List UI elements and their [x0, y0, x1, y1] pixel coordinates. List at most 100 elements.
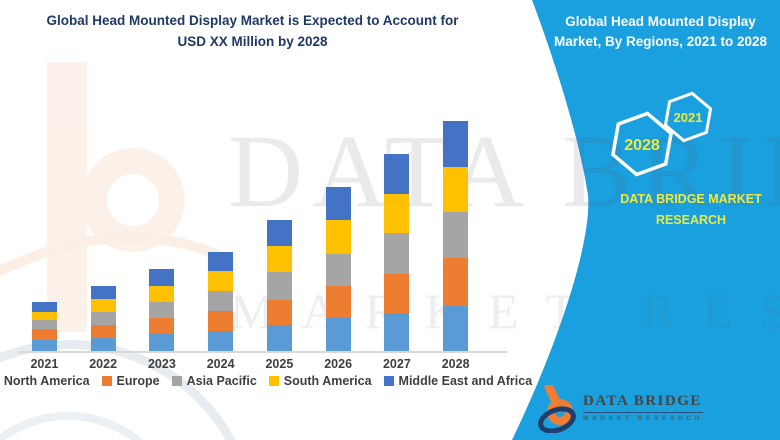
stacked-bar-2027: [384, 154, 410, 351]
logo-text: DATA BRIDGE MARKET RESEARCH: [583, 393, 704, 422]
bar-segment-asia-pacific-2024: [208, 291, 234, 311]
legend-item-south-america: South America: [268, 374, 372, 388]
data-bridge-logo: DATA BRIDGE MARKET RESEARCH: [538, 385, 704, 433]
logo-subtitle: MARKET RESEARCH: [583, 415, 704, 422]
x-axis-line: [18, 351, 507, 353]
brand-caption-line2: RESEARCH: [655, 212, 727, 227]
bar-segment-middle-east-and-africa-2027: [384, 154, 410, 194]
bar-segment-asia-pacific-2022: [90, 312, 116, 325]
legend-label: Europe: [116, 374, 160, 388]
bar-slot-2021: [15, 115, 74, 351]
legend-item-middle-east-and-africa: Middle East and Africa: [383, 374, 533, 388]
bar-slot-2026: [309, 115, 368, 351]
stacked-bar-2022: [90, 286, 116, 351]
bar-slot-2023: [133, 115, 192, 351]
bar-slot-2025: [250, 115, 309, 351]
bar-segment-europe-2024: [208, 311, 234, 331]
bar-segment-middle-east-and-africa-2024: [208, 252, 234, 271]
bar-segment-asia-pacific-2026: [325, 254, 351, 286]
bar-slot-2028: [426, 115, 485, 351]
chart-title-line2: USD XX Million by 2028: [177, 33, 328, 49]
bar-segment-asia-pacific-2028: [443, 212, 469, 258]
legend-swatch: [171, 376, 182, 386]
bar-segment-middle-east-and-africa-2021: [31, 302, 57, 312]
stacked-bar-2023: [149, 269, 175, 351]
legend-swatch: [268, 376, 279, 386]
bar-segment-europe-2028: [443, 258, 469, 306]
legend-label: North America: [3, 374, 90, 388]
x-axis-label-2025: 2025: [265, 357, 294, 371]
stacked-bar-2024: [208, 252, 234, 351]
legend-label: Asia Pacific: [186, 374, 257, 388]
bar-segment-middle-east-and-africa-2026: [325, 187, 351, 220]
bar-segment-north-america-2024: [208, 331, 234, 351]
bar-segment-europe-2021: [31, 329, 57, 340]
stacked-bar-2028: [443, 121, 469, 351]
bar-segment-south-america-2024: [208, 271, 234, 291]
brand-caption: DATA BRIDGE MARKET RESEARCH: [606, 189, 776, 230]
bar-slot-2022: [74, 115, 133, 351]
bar-segment-south-america-2027: [384, 194, 410, 233]
x-axis-label-2021: 2021: [30, 357, 59, 371]
data-bridge-b-watermark: [0, 62, 220, 332]
bar-segment-south-america-2022: [90, 299, 116, 312]
bar-segment-middle-east-and-africa-2028: [443, 121, 469, 167]
bar-segment-south-america-2021: [31, 312, 57, 320]
brand-caption-line1: DATA BRIDGE MARKET: [620, 192, 762, 206]
legend-item-europe: Europe: [101, 374, 160, 388]
stacked-bar-2021: [31, 302, 57, 351]
x-axis-label-2023: 2023: [147, 357, 176, 371]
bar-segment-middle-east-and-africa-2022: [90, 286, 116, 299]
hexagon-2021: [663, 91, 713, 143]
logo-name: DATA BRIDGE: [583, 393, 704, 413]
watermark-b-swoosh: [0, 232, 220, 277]
bar-segment-asia-pacific-2027: [384, 233, 410, 274]
stacked-bar-2026: [325, 187, 351, 351]
bar-segment-north-america-2025: [266, 325, 292, 351]
bar-segment-middle-east-and-africa-2023: [149, 269, 175, 286]
hexagon-badges: 2021 2028: [611, 91, 713, 177]
x-axis-label-2026: 2026: [324, 357, 353, 371]
bar-segment-europe-2022: [90, 325, 116, 338]
bar-segment-asia-pacific-2025: [266, 272, 292, 300]
side-panel-title: Global Head Mounted Display Market, By R…: [553, 14, 768, 49]
bar-segment-south-america-2025: [266, 246, 292, 272]
bar-segment-north-america-2027: [384, 313, 410, 351]
legend-item-asia-pacific: Asia Pacific: [171, 374, 257, 388]
legend-swatch: [383, 376, 394, 386]
legend-label: Middle East and Africa: [398, 374, 533, 388]
bar-segment-asia-pacific-2021: [31, 320, 57, 329]
stacked-bar-2025: [266, 220, 292, 351]
bars-layer: [15, 115, 485, 351]
bar-segment-north-america-2026: [325, 318, 351, 351]
x-axis-label-2028: 2028: [441, 357, 470, 371]
blue-panel-shape: [512, 0, 780, 440]
bar-segment-south-america-2026: [325, 220, 351, 254]
x-axis-label-2027: 2027: [382, 357, 411, 371]
bar-segment-asia-pacific-2023: [149, 302, 175, 318]
legend-item-north-america: North America: [0, 374, 90, 388]
legend-label: South America: [283, 374, 372, 388]
hexagon-2021-label: 2021: [674, 110, 703, 125]
hexagon-2028-label: 2028: [624, 137, 660, 154]
bar-slot-2027: [368, 115, 427, 351]
bar-segment-north-america-2021: [31, 340, 57, 351]
bar-segment-middle-east-and-africa-2025: [266, 220, 292, 246]
chart-title: Global Head Mounted Display Market is Ex…: [25, 11, 480, 53]
chart-legend: North America Europe Asia Pacific South Ame…: [4, 374, 532, 388]
bar-segment-europe-2027: [384, 274, 410, 313]
x-axis-labels: 2021 2022 2023 2024 2025 2026 2027 2028: [15, 357, 485, 371]
chart-title-line1: Global Head Mounted Display Market is Ex…: [46, 13, 459, 28]
bar-segment-north-america-2028: [443, 306, 469, 351]
bar-segment-europe-2025: [266, 300, 292, 325]
legend-swatch: [101, 376, 112, 386]
bar-slot-2024: [191, 115, 250, 351]
bar-segment-europe-2023: [149, 318, 175, 334]
bar-segment-europe-2026: [325, 286, 351, 318]
x-axis-label-2022: 2022: [89, 357, 118, 371]
bar-segment-south-america-2023: [149, 286, 175, 302]
watermark-b-stem: [47, 62, 87, 332]
bar-segment-north-america-2023: [149, 334, 175, 351]
